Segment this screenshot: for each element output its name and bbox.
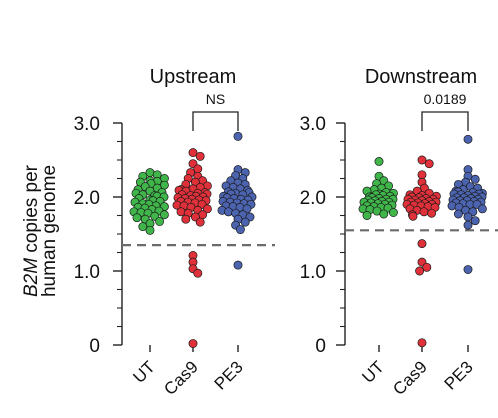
y-axis-title-line1: copies per bbox=[21, 164, 42, 258]
data-point-cas9 bbox=[408, 211, 418, 221]
data-point-ut bbox=[159, 210, 169, 220]
data-point-cas9 bbox=[417, 155, 427, 165]
y-tick-label: 1.0 bbox=[300, 262, 326, 283]
data-point-ut bbox=[155, 216, 165, 226]
data-point-ut bbox=[388, 208, 398, 217]
data-point-cas9 bbox=[415, 266, 425, 276]
data-point-ut bbox=[138, 222, 148, 232]
y-tick-label: 0 bbox=[89, 336, 100, 357]
data-point-pe3 bbox=[233, 131, 243, 141]
data-point-pe3 bbox=[470, 216, 480, 226]
x-category-label-ut: UT bbox=[358, 357, 387, 386]
data-point-pe3 bbox=[235, 225, 245, 235]
data-point-cas9 bbox=[193, 268, 203, 278]
data-point-cas9 bbox=[419, 207, 429, 217]
y-tick-label: 3.0 bbox=[74, 114, 100, 135]
significance-bracket bbox=[421, 111, 469, 131]
data-point-ut bbox=[145, 225, 155, 235]
panel-title-downstream: Downstream bbox=[365, 66, 477, 88]
panel-title-upstream: Upstream bbox=[150, 66, 237, 88]
x-category-label-cas9: Cas9 bbox=[389, 357, 430, 398]
data-point-cas9 bbox=[176, 207, 186, 217]
x-category-label-cas9: Cas9 bbox=[160, 357, 201, 398]
svg-text:B2M copies per: B2M copies per bbox=[21, 164, 42, 297]
data-point-cas9 bbox=[188, 148, 198, 158]
data-point-cas9 bbox=[424, 159, 434, 169]
data-point-cas9 bbox=[417, 170, 427, 180]
y-tick-label: 2.0 bbox=[300, 188, 326, 209]
y-axis-title-italic: B2M bbox=[21, 258, 42, 297]
data-point-ut bbox=[379, 209, 389, 219]
y-tick-label: 3.0 bbox=[300, 114, 326, 135]
y-axis-title-line2: human genome bbox=[39, 165, 60, 297]
data-point-pe3 bbox=[463, 220, 473, 230]
data-point-ut bbox=[132, 213, 142, 223]
data-point-pe3 bbox=[463, 134, 473, 144]
data-point-pe3 bbox=[477, 204, 487, 214]
y-axis-title: B2M copies per human genome bbox=[21, 164, 60, 297]
data-point-pe3 bbox=[223, 207, 233, 217]
data-point-ut bbox=[374, 157, 384, 166]
panel-upstream: Upstream 0 1.0 2.0 3.0 UT Cas9 PE3 NS bbox=[74, 66, 275, 399]
data-point-pe3 bbox=[240, 217, 250, 227]
significance-label: NS bbox=[206, 91, 225, 107]
data-point-cas9 bbox=[427, 208, 437, 218]
data-point-cas9 bbox=[202, 204, 212, 214]
data-point-cas9 bbox=[195, 151, 205, 161]
plot-area-downstream: 0 1.0 2.0 3.0 UT Cas9 PE3 0.0189 bbox=[300, 91, 498, 399]
significance-label: 0.0189 bbox=[424, 91, 467, 107]
data-point-cas9 bbox=[422, 262, 432, 272]
y-tick-label: 1.0 bbox=[74, 262, 100, 283]
data-point-cas9 bbox=[181, 214, 191, 224]
data-point-pe3 bbox=[463, 265, 473, 274]
y-tick-label: 2.0 bbox=[74, 188, 100, 209]
panel-downstream: Downstream 0 1.0 2.0 3.0 UT Cas9 PE3 0.0189 bbox=[300, 66, 498, 399]
x-category-label-ut: UT bbox=[129, 357, 158, 386]
data-point-pe3 bbox=[453, 209, 463, 219]
data-point-pe3 bbox=[470, 174, 480, 184]
significance-bracket bbox=[192, 111, 239, 131]
data-point-cas9 bbox=[417, 239, 427, 249]
data-point-cas9 bbox=[195, 217, 205, 227]
y-tick-label: 0 bbox=[315, 336, 326, 357]
plot-area-upstream: 0 1.0 2.0 3.0 UT Cas9 PE3 NS bbox=[74, 91, 275, 399]
x-category-label-pe3: PE3 bbox=[211, 357, 247, 393]
data-point-ut bbox=[362, 211, 372, 220]
data-point-cas9 bbox=[188, 339, 198, 348]
x-category-label-pe3: PE3 bbox=[441, 357, 477, 393]
data-point-cas9 bbox=[417, 338, 427, 348]
data-point-pe3 bbox=[233, 260, 243, 270]
